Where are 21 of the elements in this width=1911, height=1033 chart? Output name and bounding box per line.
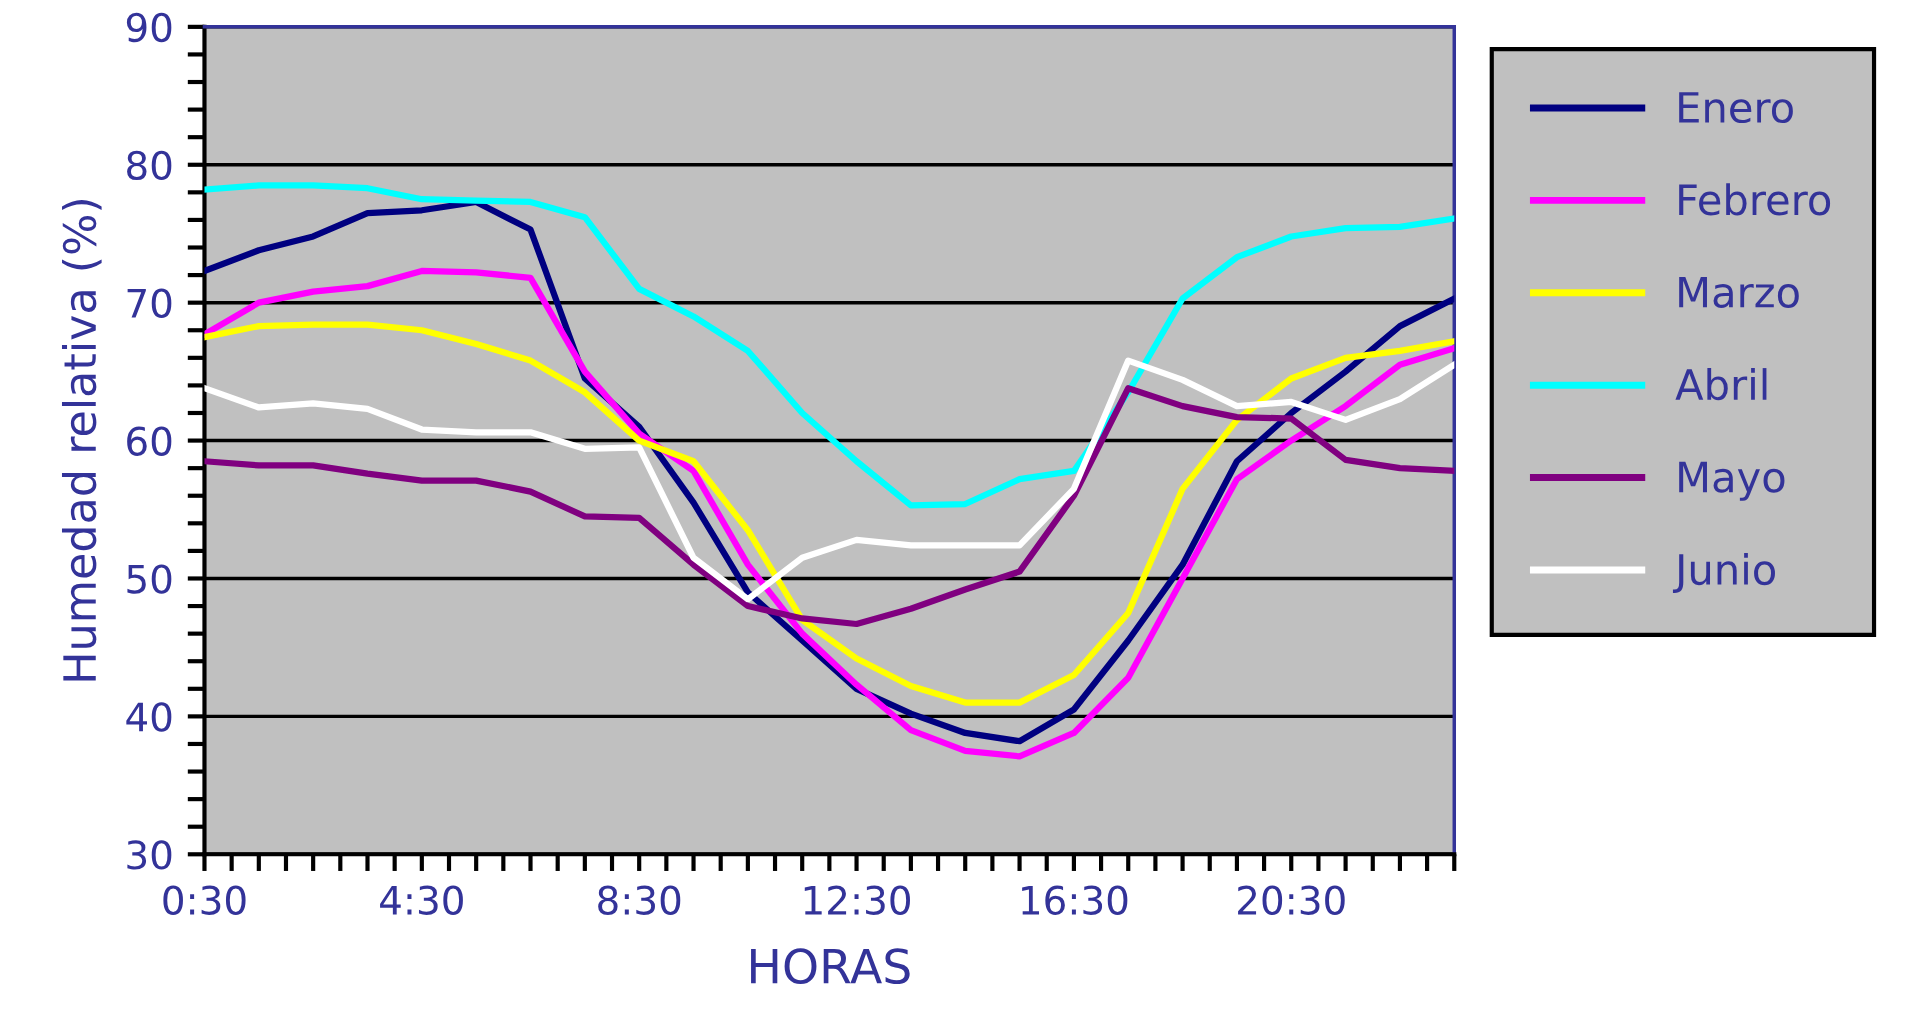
legend-label: Marzo	[1679, 276, 1799, 308]
legend-label: Febrero	[1679, 183, 1831, 216]
x-tick-label: 16:30	[1022, 885, 1128, 915]
legend-label: Abril	[1675, 368, 1767, 401]
legend-label: Enero	[1679, 92, 1793, 124]
y-tick-label: 40	[126, 702, 172, 732]
x-axis-title: HORAS	[751, 948, 910, 985]
x-tick-label: 12:30	[804, 885, 910, 915]
x-tick-label: 8:30	[598, 885, 681, 915]
x-tick-label: 0:30	[163, 885, 246, 915]
y-tick-label: 80	[127, 150, 172, 181]
legend-label: Junio	[1672, 552, 1775, 593]
legend-label: Mayo	[1679, 461, 1785, 501]
y-tick-label: 30	[127, 840, 172, 870]
y-tick-label: 70	[127, 288, 172, 318]
y-axis-title: Humedad relativa (%)	[61, 200, 102, 681]
x-tick-label: 20:30	[1238, 885, 1345, 915]
y-tick-label: 90	[126, 12, 172, 43]
x-tick-label: 4:30	[380, 885, 463, 915]
y-tick-label: 50	[127, 564, 172, 594]
y-tick-label: 60	[127, 426, 172, 456]
